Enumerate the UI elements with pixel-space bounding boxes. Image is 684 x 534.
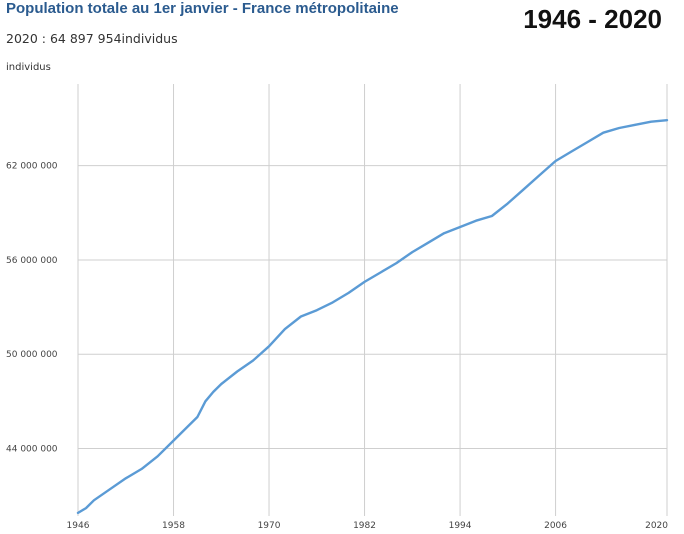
chart-subtitle: 2020 : 64 897 954individus: [6, 31, 178, 46]
period-label: 1946 - 2020: [523, 4, 662, 34]
x-tick-label: 1982: [353, 521, 376, 531]
y-tick-label: 44 000 000: [6, 444, 58, 454]
x-tick-label: 1958: [162, 521, 185, 531]
y-tick-label: 56 000 000: [6, 256, 58, 266]
series-line: [76, 118, 669, 515]
x-tick-label: 1994: [449, 521, 472, 531]
y-axis-unit-label: individus: [6, 62, 51, 73]
x-tick-label: 1946: [67, 521, 90, 531]
x-tick-label: 2020: [645, 521, 668, 531]
chart-title: Population totale au 1er janvier - Franc…: [6, 0, 399, 17]
y-tick-label: 50 000 000: [6, 350, 58, 360]
x-tick-label: 1970: [258, 521, 281, 531]
y-tick-label: 62 000 000: [6, 162, 58, 172]
x-tick-label: 2006: [544, 521, 567, 531]
